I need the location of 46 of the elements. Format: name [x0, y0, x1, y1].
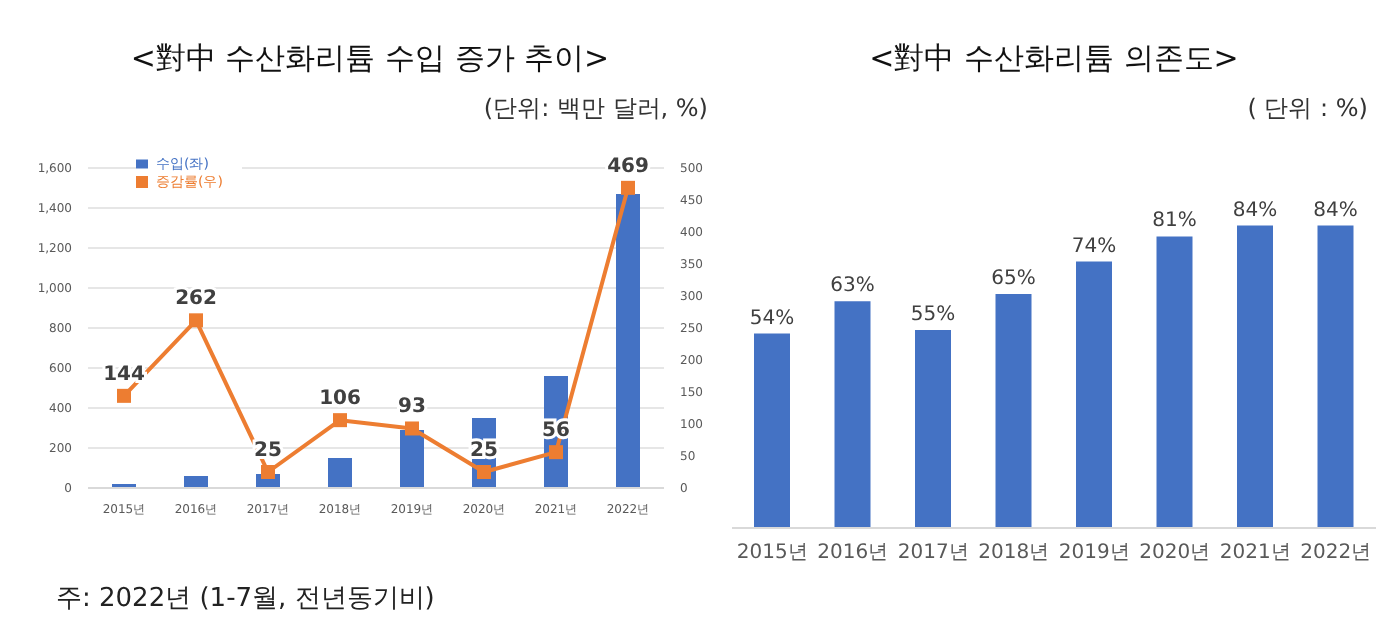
- data-label: 84%: [1232, 199, 1278, 222]
- data-label: 262: [175, 288, 217, 311]
- x-tick-label: 2019년: [1058, 542, 1130, 565]
- data-label: 144: [103, 363, 145, 386]
- x-tick-label: 2016년: [817, 542, 889, 565]
- data-label: 55%: [910, 304, 956, 326]
- point: [117, 388, 131, 403]
- bar: [616, 194, 640, 488]
- point: [549, 445, 563, 460]
- data-label: 63%: [830, 275, 875, 298]
- bar: [1237, 225, 1273, 528]
- x-tick-label: 2017년: [897, 542, 969, 565]
- chart-title: <對中 수산화리튬 수입 증가 추이>: [128, 40, 612, 78]
- data-label: 469: [607, 155, 649, 178]
- data-label: 106: [319, 388, 361, 411]
- point: [621, 180, 635, 195]
- point: [405, 421, 419, 436]
- data-label: 81%: [1152, 210, 1197, 233]
- bar: [1156, 236, 1193, 528]
- bar: [915, 330, 951, 528]
- point: [261, 465, 275, 479]
- x-tick-label: 2020년: [1139, 542, 1211, 565]
- chart-title: <對中 수산화리튬 의존도>: [867, 40, 1241, 78]
- data-label: 84%: [1313, 199, 1358, 222]
- bar: [1317, 225, 1354, 528]
- x-tick-label: 2018년: [978, 542, 1050, 565]
- chart-subtitle: ( 단위 : %): [1247, 92, 1368, 126]
- bar: [184, 476, 208, 488]
- bar: [995, 294, 1032, 528]
- x-tick-label: 2021년: [1219, 542, 1291, 565]
- bar: [834, 301, 871, 528]
- point: [477, 465, 491, 479]
- data-label: 93: [398, 396, 426, 419]
- bar: [1076, 261, 1112, 528]
- data-label: 74%: [1071, 235, 1117, 258]
- text: 주: 2022년 (1-7월, 전년동기비): [56, 582, 435, 616]
- point: [189, 313, 203, 328]
- data-label: 65%: [991, 268, 1036, 290]
- x-tick-label: 2015년: [736, 542, 808, 565]
- chart-subtitle: (단위: 백만 달러, %): [483, 92, 708, 126]
- data-label: 54%: [749, 307, 795, 330]
- bar: [754, 333, 790, 528]
- x-tick-label: 2022년: [1300, 542, 1372, 565]
- bar: [328, 458, 352, 488]
- bar: [400, 430, 424, 488]
- point: [333, 413, 347, 428]
